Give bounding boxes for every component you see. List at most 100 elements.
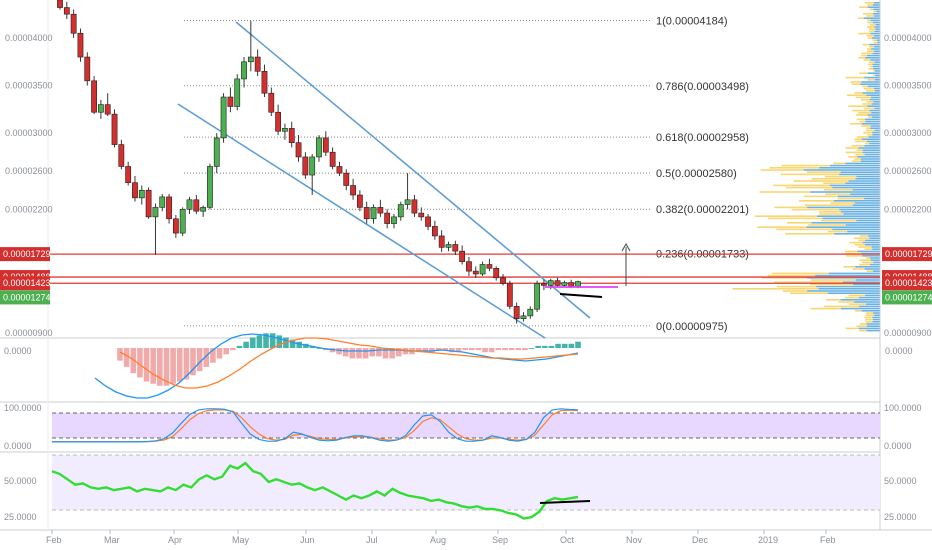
volume-profile-bar xyxy=(787,222,812,224)
candle-down xyxy=(472,270,479,275)
volume-profile-bar xyxy=(867,114,880,116)
candle-down xyxy=(363,207,370,220)
candle-up xyxy=(234,78,241,107)
volume-profile-bar xyxy=(854,140,867,143)
volume-profile-bar xyxy=(869,263,880,266)
volume-profile-bar xyxy=(850,193,880,195)
volume-profile-bar xyxy=(873,68,880,70)
volume-profile-bar xyxy=(874,107,880,110)
volume-profile-bar xyxy=(870,19,880,22)
volume-profile-bar xyxy=(872,63,880,66)
price-tick-label-right: 0.00003500 xyxy=(884,81,932,91)
volume-profile-bar xyxy=(874,61,880,63)
macd-histogram-bar xyxy=(289,339,296,348)
macd-histogram-bar xyxy=(469,348,475,351)
volume-profile-bar xyxy=(866,270,873,272)
macd-histogram-bar xyxy=(449,348,455,353)
volume-profile-bar xyxy=(840,299,880,301)
volume-profile-bar xyxy=(856,149,863,151)
volume-profile-bar xyxy=(807,277,880,279)
volume-profile-bar xyxy=(866,325,880,327)
time-label: Jul xyxy=(366,535,378,545)
volume-profile-bar xyxy=(843,266,856,268)
volume-profile-bar xyxy=(828,230,848,233)
volume-profile-bar xyxy=(869,24,876,26)
volume-profile-bar xyxy=(861,261,874,264)
trendline-black xyxy=(559,293,603,298)
volume-profile-bar xyxy=(776,228,833,231)
fib-level-label: 0.5(0.00002580) xyxy=(656,168,737,180)
volume-profile-bar xyxy=(845,327,859,330)
volume-profile-bar xyxy=(822,217,880,220)
volume-profile-bar xyxy=(866,26,875,28)
candle-down xyxy=(493,267,500,279)
volume-profile-bar xyxy=(760,169,804,171)
volume-profile-bar xyxy=(864,153,880,156)
volume-profile-bar xyxy=(845,147,859,149)
fib-level-label: 0.618(0.00002958) xyxy=(656,132,749,144)
macd-histogram-bar xyxy=(263,333,269,348)
candle-down xyxy=(425,216,431,227)
macd-histogram-bar xyxy=(196,348,203,372)
macd-histogram-bar xyxy=(210,348,216,363)
volume-profile-bar xyxy=(872,321,880,323)
volume-profile-bar xyxy=(861,125,871,127)
volume-profile-bar xyxy=(865,318,873,321)
volume-profile-bar xyxy=(867,79,875,81)
volume-profile-bar xyxy=(874,30,880,33)
volume-profile-bar xyxy=(865,90,875,92)
macd-histogram-bar xyxy=(316,348,322,349)
macd-histogram-bar xyxy=(236,345,243,348)
macd-histogram-bar xyxy=(276,335,283,348)
volume-profile-bar xyxy=(871,48,880,50)
stoch-0-label: 0.0000 xyxy=(4,441,32,451)
volume-profile-bar xyxy=(824,175,857,178)
price-tag-label: 0.00001729 xyxy=(885,249,932,259)
volume-profile-bar xyxy=(807,290,880,292)
macd-histogram-bar xyxy=(475,348,482,351)
price-tick-label: 0.00002600 xyxy=(5,166,53,176)
macd-histogram-bar xyxy=(336,348,342,355)
macd-histogram-bar xyxy=(249,337,256,348)
volume-profile-bar xyxy=(872,4,880,6)
volume-profile-bar xyxy=(815,274,880,277)
candle-down xyxy=(132,182,138,199)
fib-level-label: 0(0.00000975) xyxy=(656,321,728,333)
volume-profile-bar xyxy=(872,116,880,118)
volume-profile-bar xyxy=(877,41,880,44)
volume-profile-bar xyxy=(781,164,830,167)
fib-level-label: 0.786(0.00003498) xyxy=(656,81,749,93)
volume-profile-bar xyxy=(808,224,846,226)
price-tick-label-right: 0.00002200 xyxy=(884,204,932,214)
price-tag-label: 0.00001274 xyxy=(885,292,932,302)
candle-up xyxy=(220,96,227,139)
volume-profile-bar xyxy=(843,213,880,215)
channel-upper-line xyxy=(235,21,591,319)
macd-histogram-bar xyxy=(230,348,236,351)
volume-profile-bar xyxy=(855,96,871,99)
time-label: Aug xyxy=(430,535,446,545)
volume-profile-bar xyxy=(849,241,863,244)
volume-profile-bar xyxy=(855,266,880,268)
volume-profile-bar xyxy=(821,219,857,222)
volume-profile-bar xyxy=(866,303,880,305)
macd-histogram-bar xyxy=(548,345,555,348)
volume-profile-bar xyxy=(874,35,880,37)
macd-histogram-bar xyxy=(535,345,541,348)
rsi-line xyxy=(51,461,579,520)
volume-profile-bar xyxy=(862,151,880,154)
macd-histogram-bar xyxy=(176,348,183,382)
macd-zero-label-right: 0.0000 xyxy=(885,346,913,356)
volume-profile-bar xyxy=(846,255,863,257)
volume-profile-bar xyxy=(847,230,880,233)
macd-histogram-bar xyxy=(422,348,429,353)
time-label: Feb xyxy=(46,535,62,545)
time-axis: Feb Mar Apr May Jun Jul Aug Sep Oct Nov Dec 2019 Feb xyxy=(46,530,836,545)
volume-profile-bar xyxy=(757,226,807,228)
candle-down xyxy=(411,199,418,214)
macd-histogram-bar xyxy=(130,348,137,374)
volume-profile-bar xyxy=(866,101,874,103)
candle-down xyxy=(261,71,268,94)
candle-up xyxy=(200,207,207,212)
volume-profile-bar xyxy=(873,41,878,44)
